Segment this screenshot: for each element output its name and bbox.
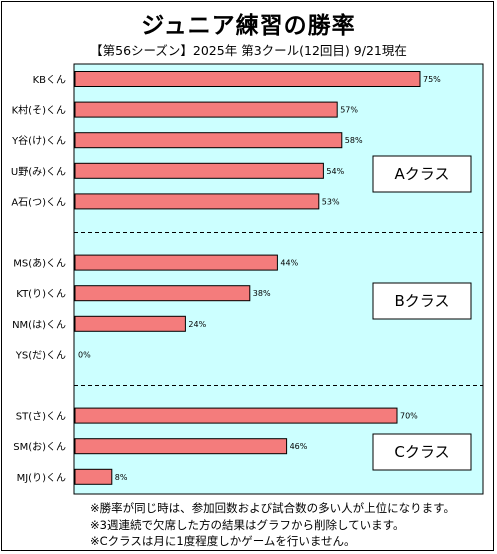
footnote: ※3週連続で欠席した方の結果はグラフから削除しています。 [90,517,405,532]
bar [74,162,324,179]
category-label: SM(お)くん [13,441,66,453]
class-label: Cクラス [394,443,449,461]
category-label: Y谷(け)くん [11,135,66,147]
class-label: Bクラス [395,292,450,310]
category-label: ST(さ)くん [16,411,66,423]
chart-title: ジュニア練習の勝率 [141,13,356,39]
bar [74,101,338,118]
category-label: A石(つ)くん [11,196,66,208]
class-label-box [372,155,472,193]
bar [74,254,278,271]
value-label: 24% [188,320,206,329]
value-label: 70% [400,412,418,421]
category-label: MS(あ)くん [13,258,66,270]
bar [74,315,186,332]
category-label: YS(だ)くん [15,349,66,361]
value-label: 0% [78,350,91,359]
value-label: 38% [253,289,271,298]
class-label-box [372,282,472,320]
bar [74,285,251,302]
chart-subtitle: 【第56シーズン】2025年 第3クール(12回目) 9/21現在 [90,43,407,58]
category-label: KT(り)くん [16,288,66,300]
category-label: NM(は)くん [12,319,66,331]
footnote: ※Cクラスは月に1度程度しかゲームを行いません。 [90,534,356,548]
class-label-box [372,433,472,471]
bar [74,468,113,485]
category-label: U野(み)くん [11,166,66,178]
value-label: 44% [280,259,298,268]
plot-area [73,63,484,495]
value-label: 75% [423,75,441,84]
bar [74,71,421,87]
value-label: 8% [115,473,128,482]
category-label: KBくん [33,74,66,86]
value-label: 53% [322,197,340,206]
bar [74,132,343,149]
bar [74,407,398,424]
class-label: Aクラス [395,165,450,183]
value-label: 46% [290,442,308,451]
bar [74,438,288,455]
footnote: ※勝率が同じ時は、参加回数および試合数の多い人が上位になります。 [90,501,455,515]
value-label: 58% [345,136,363,145]
bar [74,193,320,210]
category-label: K村(そ)くん [12,104,66,117]
category-label: MJ(り)くん [17,472,66,484]
value-label: 57% [340,106,358,115]
footnotes: ※勝率が同じ時は、参加回数および試合数の多い人が上位になります。 ※3週連続で欠… [90,500,455,550]
value-label: 54% [326,167,344,176]
